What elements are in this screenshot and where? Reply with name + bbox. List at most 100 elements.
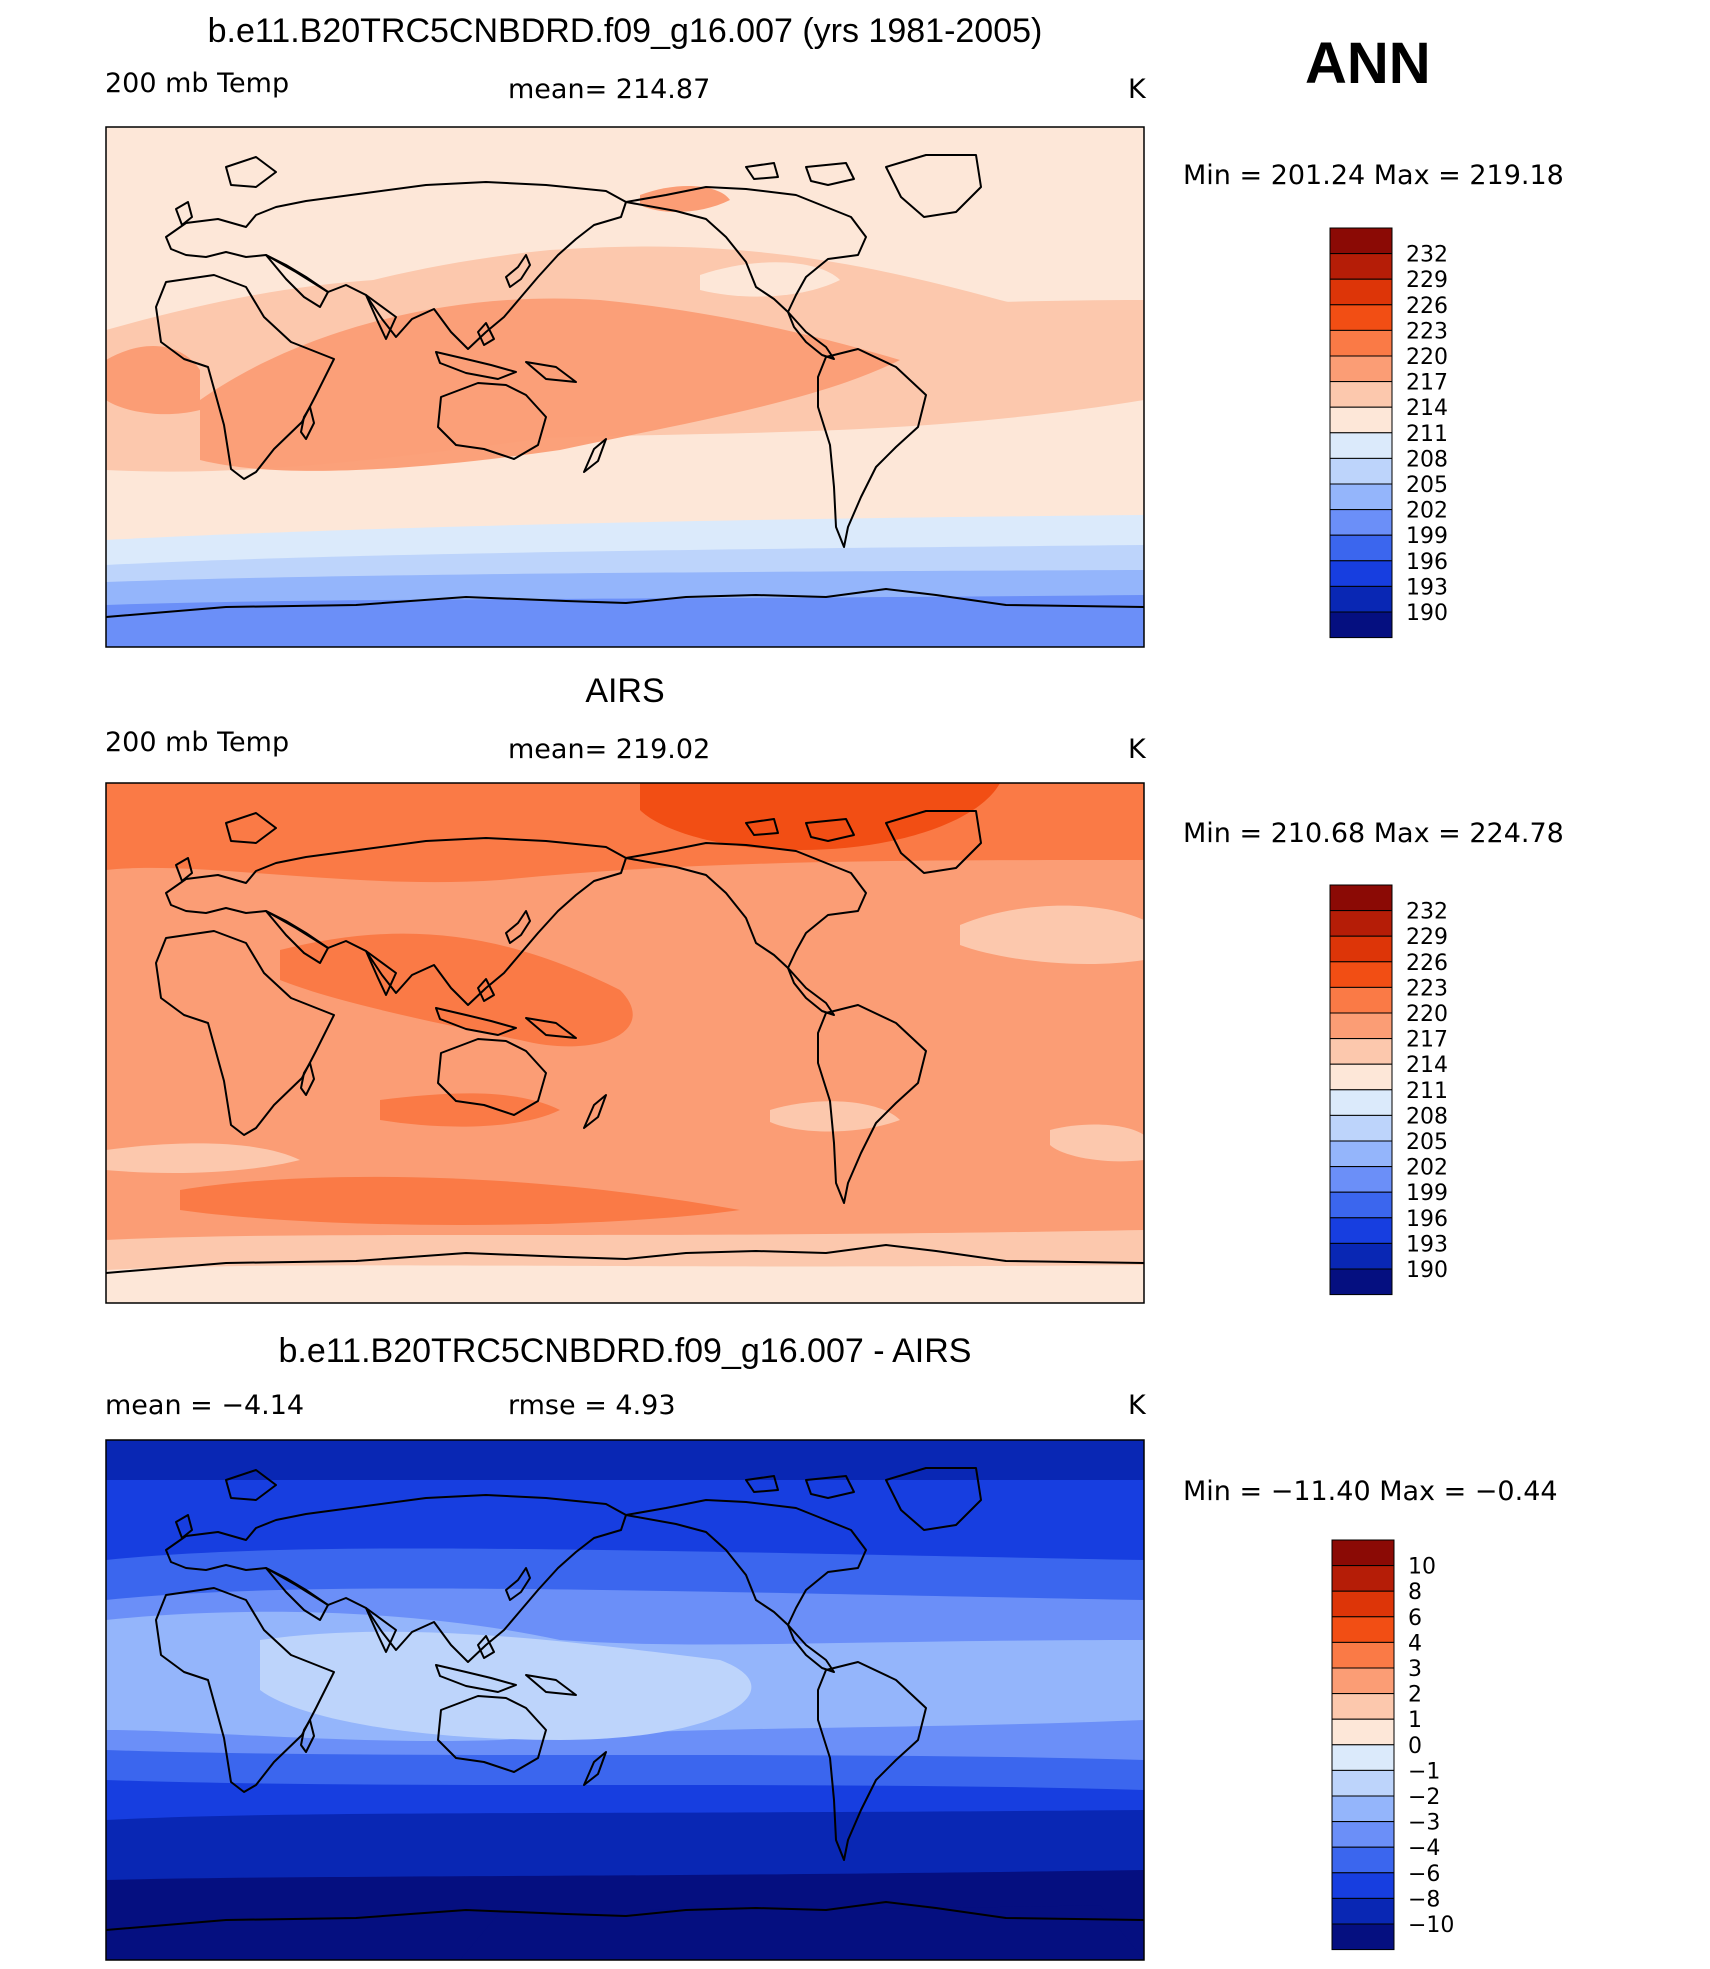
colorbar-1-box bbox=[1329, 278, 1393, 306]
panel-2-title: AIRS bbox=[585, 672, 665, 710]
colorbar-1-box bbox=[1329, 509, 1393, 536]
colorbar-3-box bbox=[1331, 1539, 1395, 1567]
colorbar-1-label: 202 bbox=[1406, 499, 1448, 524]
colorbar-2-box bbox=[1329, 961, 1393, 988]
colorbar-1-box bbox=[1329, 432, 1393, 459]
colorbar-3-label: 10 bbox=[1408, 1555, 1436, 1580]
colorbar-1-box bbox=[1329, 534, 1393, 562]
colorbar-3-box bbox=[1331, 1616, 1395, 1643]
colorbar-1-label: 190 bbox=[1406, 601, 1448, 626]
colorbar-1-box bbox=[1329, 381, 1393, 408]
colorbar-3-label: −10 bbox=[1408, 1913, 1454, 1938]
colorbar-1-box bbox=[1329, 406, 1393, 434]
colorbar-1-label: 217 bbox=[1406, 371, 1448, 396]
colorbar-1-label: 205 bbox=[1406, 473, 1448, 498]
colorbar-2-box bbox=[1329, 1242, 1393, 1270]
colorbar-2-label: 211 bbox=[1406, 1079, 1448, 1104]
colorbar-3-box bbox=[1331, 1769, 1395, 1797]
colorbar-3-label: −8 bbox=[1408, 1887, 1440, 1912]
colorbar-3-box bbox=[1331, 1872, 1395, 1899]
colorbar-2-box bbox=[1329, 986, 1393, 1014]
colorbar-3-box bbox=[1331, 1667, 1395, 1695]
colorbar-2-label: 208 bbox=[1406, 1104, 1448, 1129]
colorbar-3-box bbox=[1331, 1590, 1395, 1618]
panel-2-mean-label: mean= 219.02 bbox=[508, 734, 711, 765]
colorbar-1-label: 199 bbox=[1406, 524, 1448, 549]
colorbar-2-label: 205 bbox=[1406, 1130, 1448, 1155]
colorbar-3-label: −1 bbox=[1408, 1759, 1440, 1784]
colorbar-1-label: 223 bbox=[1406, 319, 1448, 344]
colorbar-2-box bbox=[1329, 884, 1393, 912]
colorbar-1-label: 208 bbox=[1406, 447, 1448, 472]
colorbar-1-box bbox=[1329, 253, 1393, 280]
panel-1-frame bbox=[105, 126, 1145, 648]
colorbar-1-label: 232 bbox=[1406, 243, 1448, 268]
colorbar-2-label: 229 bbox=[1406, 925, 1448, 950]
panel-1-title: b.e11.B20TRC5CNBDRD.f09_g16.007 (yrs 198… bbox=[207, 12, 1043, 50]
colorbar-3-box bbox=[1331, 1565, 1395, 1592]
colorbar-2-box bbox=[1329, 1114, 1393, 1142]
colorbar-2-box bbox=[1329, 1166, 1393, 1193]
colorbar-1-box bbox=[1329, 483, 1393, 511]
colorbar-2-box bbox=[1329, 1217, 1393, 1244]
colorbar-1-label: 220 bbox=[1406, 345, 1448, 370]
colorbar-1-box bbox=[1329, 560, 1393, 587]
colorbar-3-box bbox=[1331, 1846, 1395, 1874]
colorbar-2-label: 214 bbox=[1406, 1053, 1448, 1078]
colorbar-2-box bbox=[1329, 935, 1393, 963]
colorbar-1-box bbox=[1329, 611, 1393, 639]
colorbar-3-label: −4 bbox=[1408, 1836, 1440, 1861]
colorbar-1-box bbox=[1329, 585, 1393, 613]
colorbar-2-label: 199 bbox=[1406, 1181, 1448, 1206]
colorbar-2-box bbox=[1329, 1063, 1393, 1091]
colorbar-1-box bbox=[1329, 457, 1393, 485]
colorbar-3-box bbox=[1331, 1641, 1395, 1669]
panel-3-units: K bbox=[1128, 1390, 1146, 1421]
panel-3-frame bbox=[105, 1439, 1145, 1961]
colorbar-2-box bbox=[1329, 1268, 1393, 1296]
colorbar-1-box bbox=[1329, 329, 1393, 357]
colorbar-3-label: −6 bbox=[1408, 1862, 1440, 1887]
panel-1-minmax: Min = 201.24 Max = 219.18 bbox=[1183, 160, 1564, 191]
panel-2-frame bbox=[105, 782, 1145, 1304]
colorbar-3-label: 4 bbox=[1408, 1631, 1422, 1656]
colorbar-2-box bbox=[1329, 910, 1393, 937]
colorbar-1-box bbox=[1329, 304, 1393, 331]
colorbar-2-label: 217 bbox=[1406, 1028, 1448, 1053]
colorbar-2-box bbox=[1329, 1089, 1393, 1116]
colorbar-2-label: 196 bbox=[1406, 1207, 1448, 1232]
colorbar-1-label: 214 bbox=[1406, 396, 1448, 421]
colorbar-1-box bbox=[1329, 355, 1393, 383]
colorbar-2-label: 226 bbox=[1406, 951, 1448, 976]
colorbar-2-box bbox=[1329, 1038, 1393, 1065]
season-label: ANN bbox=[1305, 31, 1431, 96]
panel-2-map bbox=[106, 783, 1144, 1303]
colorbar-1-label: 229 bbox=[1406, 268, 1448, 293]
colorbar-2-label: 223 bbox=[1406, 976, 1448, 1001]
colorbar-3-box bbox=[1331, 1897, 1395, 1925]
colorbar-3-box bbox=[1331, 1718, 1395, 1746]
colorbar-3-box bbox=[1331, 1821, 1395, 1848]
colorbar-1-label: 196 bbox=[1406, 550, 1448, 575]
colorbar-3-label: 0 bbox=[1408, 1734, 1422, 1759]
colorbar-1-label: 193 bbox=[1406, 575, 1448, 600]
colorbar-1-label: 226 bbox=[1406, 294, 1448, 319]
panel-2-minmax: Min = 210.68 Max = 224.78 bbox=[1183, 818, 1564, 849]
colorbar-2-box bbox=[1329, 1191, 1393, 1219]
colorbar-3-label: 1 bbox=[1408, 1708, 1422, 1733]
panel-1-units: K bbox=[1128, 74, 1146, 105]
colorbar-3-label: 2 bbox=[1408, 1683, 1422, 1708]
colorbar-3-box bbox=[1331, 1795, 1395, 1823]
panel-3-mean-label: mean = −4.14 bbox=[105, 1390, 305, 1421]
colorbar-3-label: 6 bbox=[1408, 1606, 1422, 1631]
colorbar-2-label: 220 bbox=[1406, 1002, 1448, 1027]
panel-2-units: K bbox=[1128, 734, 1146, 765]
colorbar-2-label: 232 bbox=[1406, 900, 1448, 925]
colorbar-3-label: −2 bbox=[1408, 1785, 1440, 1810]
colorbar-2-box bbox=[1329, 1140, 1393, 1168]
colorbar-3-box bbox=[1331, 1744, 1395, 1771]
panel-3-map bbox=[106, 1440, 1144, 1960]
colorbar-2-label: 202 bbox=[1406, 1156, 1448, 1181]
panel-1-mean-label: mean= 214.87 bbox=[508, 74, 711, 105]
